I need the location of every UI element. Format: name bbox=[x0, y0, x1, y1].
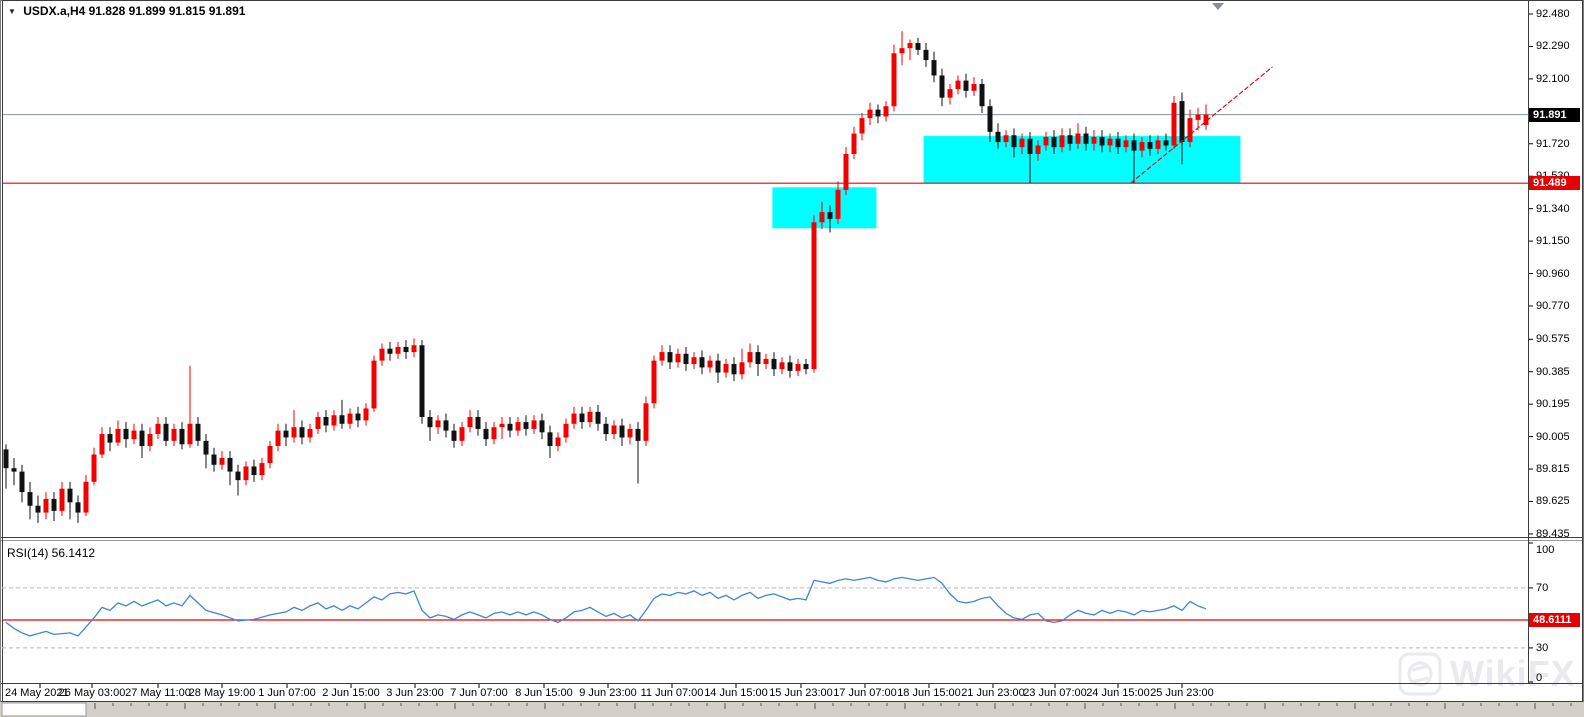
zone-rectangle bbox=[923, 136, 1241, 184]
time-scale-label: 11 Jun 07:00 bbox=[640, 687, 704, 699]
bottom-strip bbox=[0, 702, 1584, 717]
price-scale-label: 89.625 bbox=[1536, 495, 1570, 508]
price-scale-label: 90.005 bbox=[1536, 430, 1570, 443]
price-scale[interactable] bbox=[1529, 0, 1584, 683]
rsi-scale-label: 100 bbox=[1536, 544, 1555, 556]
watermark-logo-icon bbox=[1398, 652, 1442, 696]
rsi-scale-label: 70 bbox=[1536, 581, 1549, 594]
symbol-title: ▼ USDX.a,H4 91.828 91.899 91.815 91.891 bbox=[8, 4, 245, 18]
time-scale-label: 27 May 11:00 bbox=[125, 687, 191, 699]
watermark: WikiFX bbox=[1398, 652, 1576, 696]
price-scale-label: 90.385 bbox=[1536, 365, 1570, 378]
time-scale-label: 9 Jun 23:00 bbox=[579, 687, 637, 699]
time-scale-label: 14 Jun 15:00 bbox=[704, 687, 768, 699]
symbol-title-text: USDX.a,H4 91.828 91.899 91.815 91.891 bbox=[23, 4, 246, 18]
price-scale-label: 89.435 bbox=[1536, 527, 1570, 540]
time-scale-label: 21 Jun 23:00 bbox=[961, 687, 1025, 699]
rsi-line bbox=[5, 576, 1207, 637]
price-scale-label: 89.815 bbox=[1536, 463, 1570, 476]
time-scale[interactable] bbox=[0, 684, 1528, 701]
time-scale-label: 2 Jun 15:00 bbox=[322, 687, 380, 699]
bottom-strip-left-box bbox=[1, 702, 87, 717]
rsi-pane-area[interactable] bbox=[2, 543, 1528, 682]
time-scale-label: 17 Jun 07:00 bbox=[833, 687, 897, 699]
time-scale-label: 23 Jun 07:00 bbox=[1023, 687, 1087, 699]
price-scale-label: 91.720 bbox=[1536, 137, 1570, 150]
rsi-scale-label: 30 bbox=[1536, 641, 1549, 654]
time-scale-label: 7 Jun 07:00 bbox=[450, 687, 508, 699]
symbol-dropdown-icon[interactable]: ▼ bbox=[8, 7, 16, 16]
inner-frame bbox=[2, 0, 1583, 702]
rsi-level-tag: 48.6111 bbox=[1529, 613, 1580, 627]
support-line-price-tag: 91.489 bbox=[1529, 176, 1580, 191]
price-scale-label: 90.960 bbox=[1536, 267, 1570, 280]
time-scale-label: 25 Jun 23:00 bbox=[1150, 687, 1214, 699]
time-scale-label: 15 Jun 23:00 bbox=[769, 687, 833, 699]
price-scale-label: 91.340 bbox=[1536, 202, 1570, 215]
price-scale-label: 92.480 bbox=[1536, 8, 1570, 20]
price-scale-label: 92.290 bbox=[1536, 40, 1570, 53]
time-scale-label: 18 Jun 15:00 bbox=[897, 687, 961, 699]
main-chart-area[interactable] bbox=[2, 1, 1528, 537]
time-scale-label: 28 May 19:00 bbox=[188, 687, 256, 699]
time-scale-label: 1 Jun 07:00 bbox=[258, 687, 316, 699]
current-price-tag: 91.891 bbox=[1529, 107, 1580, 122]
time-scale-label: 3 Jun 23:00 bbox=[386, 687, 444, 699]
time-scale-label: 24 May 2021 bbox=[5, 687, 69, 699]
candles-layer bbox=[3, 31, 1209, 523]
rsi-scale-label: 0 bbox=[1536, 672, 1543, 684]
watermark-text: WikiFX bbox=[1450, 653, 1576, 694]
price-scale-label: 90.770 bbox=[1536, 299, 1570, 312]
price-scale-label: 92.100 bbox=[1536, 72, 1570, 85]
price-scale-label: 90.575 bbox=[1536, 333, 1570, 346]
rsi-indicator-label: RSI(14) 56.1412 bbox=[7, 546, 96, 560]
chart-shift-marker-icon bbox=[1212, 3, 1224, 10]
time-scale-label: 26 May 03:00 bbox=[58, 687, 126, 699]
price-scale-label: 91.150 bbox=[1536, 235, 1570, 248]
time-scale-label: 8 Jun 15:00 bbox=[515, 687, 573, 699]
price-scale-label: 90.195 bbox=[1536, 398, 1570, 411]
trend-line bbox=[1130, 66, 1273, 184]
time-scale-label: 24 Jun 15:00 bbox=[1086, 687, 1150, 699]
